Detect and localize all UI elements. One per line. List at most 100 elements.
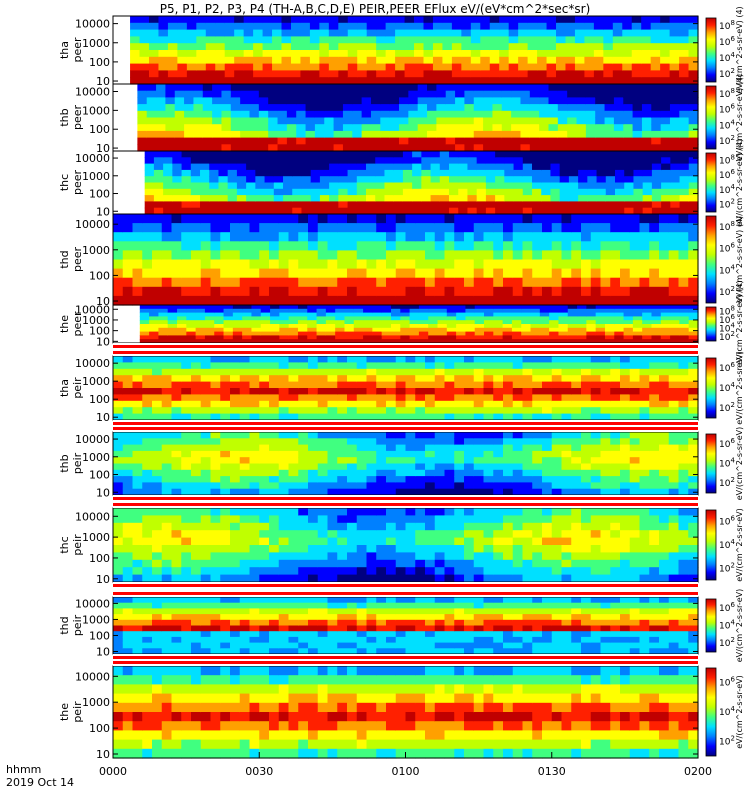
heatmap-cell [432, 29, 444, 37]
heatmap-cell [142, 394, 153, 402]
heatmap-cell [259, 482, 270, 490]
heatmap-cell [279, 308, 290, 314]
heatmap-cell [132, 559, 143, 568]
heatmap-cell [391, 312, 401, 317]
heatmap-cell [557, 110, 568, 119]
heatmap-cell [483, 381, 494, 389]
heatmap-cell [308, 522, 319, 531]
heatmap-cell [454, 508, 465, 516]
heatmap-cell [191, 559, 202, 568]
heatmap-cell [202, 130, 213, 139]
heatmap-cell [493, 432, 504, 439]
heatmap-cell [262, 29, 273, 37]
heatmap-cell [425, 250, 436, 261]
heatmap-cell [418, 312, 429, 317]
heatmap-cell [571, 394, 582, 402]
heatmap-cell [641, 117, 652, 125]
heatmap-cell [542, 552, 553, 561]
heatmap-cell [278, 413, 290, 421]
heatmap-cell [249, 362, 260, 370]
heatmap-cell [561, 250, 572, 261]
heatmap-cell [485, 195, 496, 202]
heatmap-cell [298, 295, 309, 306]
heatmap-cell [288, 567, 299, 576]
heatmap-cell [395, 22, 406, 31]
heatmap-cell [501, 117, 512, 125]
heatmap-cell [604, 305, 615, 310]
heatmap-cell [600, 559, 611, 568]
heatmap-cell [449, 188, 459, 196]
heatmap-cell [255, 201, 266, 209]
heatmap-cell [473, 450, 485, 458]
heatmap-cell [395, 469, 407, 477]
heatmap-cell [585, 104, 596, 112]
heatmap-cell [181, 250, 192, 261]
heatmap-cell [366, 169, 376, 177]
heatmap-cell [688, 432, 699, 439]
heatmap-cell [688, 182, 699, 190]
heatmap-cell [214, 339, 225, 344]
heatmap-cell [230, 124, 241, 132]
heatmap-cell [688, 259, 699, 270]
heatmap-cell [259, 537, 270, 546]
heatmap-cell [402, 169, 413, 177]
heatmap-cell [434, 537, 446, 546]
heatmap-cell [356, 195, 367, 202]
heatmap-cell [290, 36, 302, 44]
heatmap-cell [210, 522, 221, 531]
heatmap-cell [522, 574, 533, 583]
heatmap-cell [400, 320, 411, 325]
heatmap-cell [122, 259, 134, 270]
heatmap-cell [688, 356, 699, 363]
heatmap-cell [551, 250, 563, 261]
heatmap-cell [195, 335, 206, 340]
heatmap-cell [415, 476, 426, 483]
heatmap-cell [139, 331, 150, 336]
heatmap-cell [512, 469, 524, 477]
heatmap-cell [122, 232, 134, 242]
heatmap-cell [385, 16, 396, 24]
heatmap-cell [259, 277, 270, 288]
heatmap-cell [669, 56, 680, 65]
heatmap-cell [113, 432, 124, 439]
heatmap-cell [649, 286, 660, 297]
heatmap-cell [427, 104, 437, 112]
heatmap-cell [670, 157, 681, 165]
heatmap-cell [550, 176, 561, 184]
heatmap-cell [642, 195, 653, 202]
colorbar-unit-label: eV/(cm^2-s-sr-eV) (4) [735, 74, 744, 161]
heatmap-cell [253, 43, 264, 51]
heatmap-cell [223, 305, 234, 310]
heatmap-cell [234, 22, 245, 31]
heatmap-cell [152, 552, 163, 561]
heatmap-cell [551, 463, 563, 471]
heatmap-cell [629, 567, 641, 576]
heatmap-cell [461, 56, 472, 65]
heatmap-cell [414, 70, 425, 78]
heatmap-cell [347, 277, 358, 288]
heatmap-cell [633, 182, 644, 190]
heatmap-cell [317, 469, 329, 477]
heatmap-cell [512, 508, 524, 516]
heatmap-cell [503, 407, 514, 415]
heatmap-cell [347, 250, 358, 261]
heatmap-cell [249, 286, 260, 297]
heatmap-cell [493, 413, 504, 421]
heatmap-cell [561, 463, 572, 471]
heatmap-cell [146, 84, 157, 92]
heatmap-cell [688, 50, 699, 58]
heatmap-cell [399, 124, 409, 132]
heatmap-cell [651, 312, 662, 317]
heatmap-cell [493, 375, 504, 383]
heatmap-cell [132, 277, 143, 288]
heatmap-cell [376, 450, 387, 458]
heatmap-cell [386, 537, 397, 546]
heatmap-cell [376, 232, 387, 242]
heatmap-cell [357, 43, 368, 51]
heatmap-cell [171, 232, 182, 242]
heatmap-cell [495, 163, 505, 171]
heatmap-cell [298, 545, 309, 553]
heatmap-cell [172, 169, 183, 177]
heatmap-cell [122, 295, 134, 306]
heatmap-cell [612, 29, 623, 37]
